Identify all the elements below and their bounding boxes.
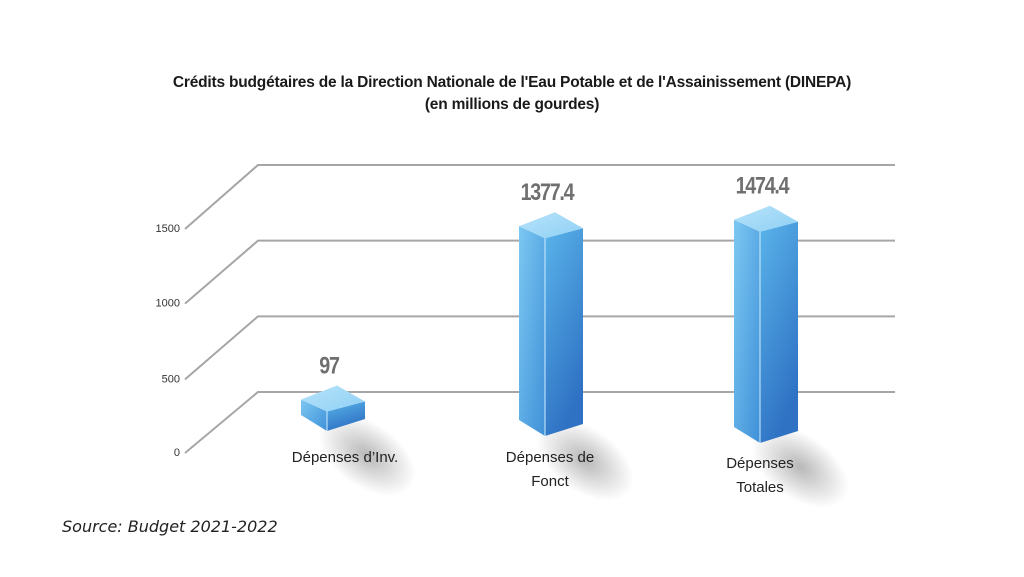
category-label: Dépenses d’Inv. bbox=[292, 449, 398, 466]
value-label: 1377.4 bbox=[521, 178, 576, 205]
bar-front-face bbox=[545, 228, 583, 436]
gridline bbox=[184, 164, 895, 230]
bar bbox=[301, 385, 416, 497]
value-label: 97 bbox=[319, 352, 339, 379]
y-tick-label: 1500 bbox=[156, 223, 180, 235]
bars-layer bbox=[301, 205, 849, 509]
y-tick-label: 500 bbox=[162, 373, 180, 385]
y-axis: 0 500 1000 1500 bbox=[156, 223, 180, 459]
gridline bbox=[184, 391, 895, 454]
y-tick-label: 1000 bbox=[156, 298, 180, 310]
category-label: Totales bbox=[736, 479, 784, 496]
category-label: Dépenses bbox=[726, 455, 794, 472]
chart-title: Crédits budgétaires de la Direction Nati… bbox=[172, 74, 852, 91]
bar-top-face bbox=[519, 212, 583, 239]
labels-layer: 97 Dépenses d’Inv. 1377.4 Dépenses de Fonct 1… bbox=[292, 172, 794, 496]
bar-shadow bbox=[318, 413, 416, 497]
bar-shadow bbox=[751, 425, 849, 509]
gridline bbox=[184, 239, 895, 305]
category-label: Fonct bbox=[531, 473, 569, 490]
bar-top-face bbox=[301, 385, 365, 412]
value-label: 1474.4 bbox=[736, 172, 791, 199]
chart-subtitle: (en millions de gourdes) bbox=[424, 96, 600, 113]
bar-top-face bbox=[734, 205, 798, 232]
category-label: Dépenses de bbox=[506, 449, 594, 466]
bar-left-face bbox=[734, 219, 760, 443]
bar bbox=[734, 205, 849, 509]
bar-shadow bbox=[536, 418, 634, 502]
grid-layer bbox=[184, 164, 895, 454]
y-tick-label: 0 bbox=[174, 447, 180, 459]
bar-left-face bbox=[519, 226, 545, 436]
bar-front-face bbox=[327, 401, 365, 431]
gridline bbox=[184, 315, 895, 381]
source-note: Source: Budget 2021-2022 bbox=[62, 517, 278, 536]
bar-front-face bbox=[760, 221, 798, 443]
bar bbox=[519, 212, 634, 502]
bar-left-face bbox=[301, 399, 327, 431]
